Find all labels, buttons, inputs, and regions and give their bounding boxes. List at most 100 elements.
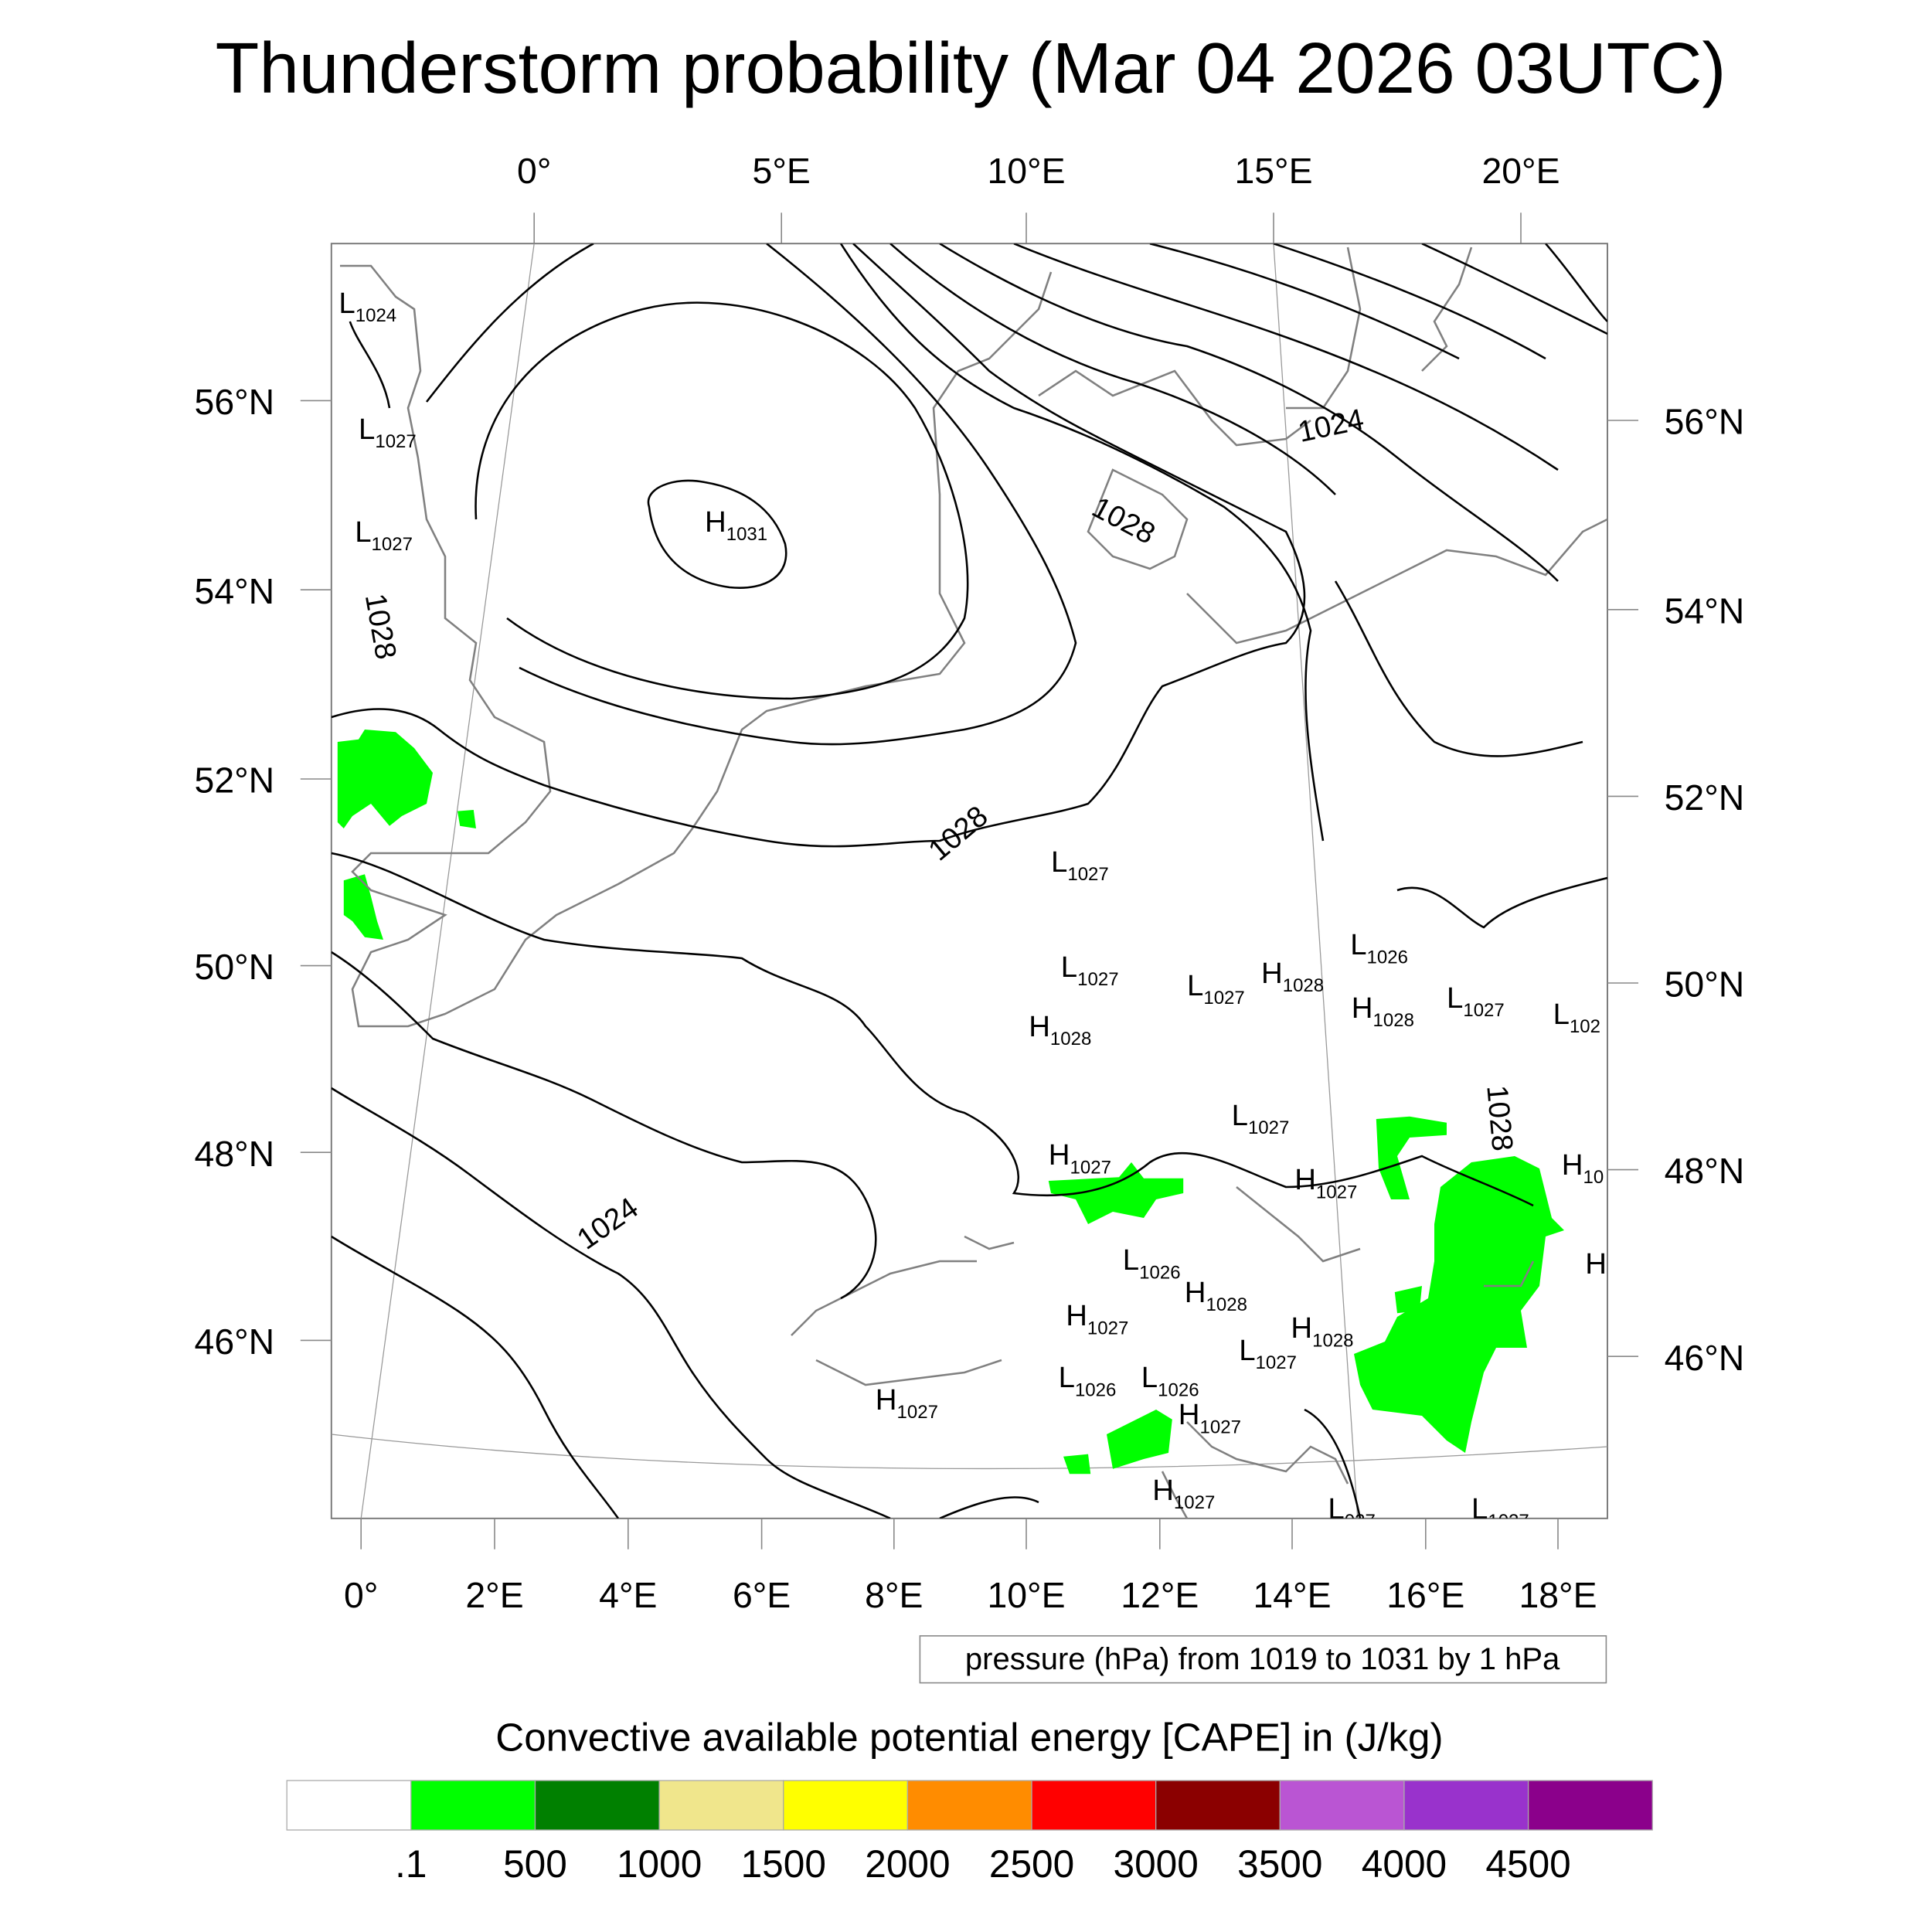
colorbar-swatch <box>1527 1780 1653 1831</box>
cape-areas <box>337 730 1564 1475</box>
isobar <box>1149 243 1460 360</box>
isobar <box>1334 580 1583 757</box>
cape-area <box>1048 1162 1184 1224</box>
pressure-center-label: L1027 <box>359 413 417 452</box>
colorbar-swatch <box>534 1780 660 1831</box>
pressure-center-label: L1027 <box>1239 1334 1297 1373</box>
contour-info-text: pressure (hPa) from 1019 to 1031 by 1 hP… <box>965 1642 1560 1676</box>
bottom-tick-label: 6°E <box>733 1575 791 1615</box>
colorbar-swatch <box>410 1780 536 1831</box>
colorbar-swatch <box>1403 1780 1529 1831</box>
left-lat-ticks: 56°N 54°N 52°N 50°N 48°N 46°N <box>195 382 332 1362</box>
bottom-lon-ticks: 0° 2°E 4°E 6°E 8°E 10°E 12°E 14°E 16°E 1… <box>344 1518 1597 1615</box>
bottom-tick-label: 10°E <box>987 1575 1065 1615</box>
colorbar-label: 500 <box>503 1842 567 1886</box>
isobar <box>647 479 787 589</box>
cape-area <box>1107 1410 1172 1469</box>
contour-info-box: pressure (hPa) from 1019 to 1031 by 1 hP… <box>919 1635 1607 1684</box>
colorbar-label: 4500 <box>1485 1842 1570 1886</box>
pressure-center-label: L1026 <box>1059 1361 1117 1400</box>
bottom-tick-label: 12°E <box>1121 1575 1199 1615</box>
isobars <box>331 243 1607 1519</box>
top-tick-label: 10°E <box>987 151 1065 191</box>
colorbar-swatch <box>658 1780 784 1831</box>
pressure-center-label: H1028 <box>1261 957 1324 996</box>
pressure-center-label: L1026 <box>1123 1243 1181 1283</box>
pressure-center-label: L1027 <box>1447 981 1505 1021</box>
pressure-center-label: L1027 <box>1051 845 1109 885</box>
top-lon-ticks: 0° 5°E 10°E 15°E 20°E <box>517 151 1560 244</box>
cape-area <box>1394 1286 1422 1314</box>
map-panel: 1024 1028 1028 1028 1024 1028 L1024L1027… <box>330 243 1608 1532</box>
pressure-center-label: H1028 <box>1185 1276 1247 1315</box>
right-tick-label: 52°N <box>1665 777 1745 818</box>
isobar <box>331 852 1534 1207</box>
pressure-center-label: H1027 <box>1294 1163 1357 1202</box>
colorbar-label: 2500 <box>989 1842 1074 1886</box>
isobar <box>939 243 1559 582</box>
left-tick-label: 48°N <box>195 1134 275 1174</box>
isobar <box>1421 243 1607 335</box>
bottom-tick-label: 4°E <box>599 1575 657 1615</box>
pressure-center-label: L1027 <box>1187 969 1245 1009</box>
left-tick-label: 50°N <box>195 947 275 987</box>
right-tick-label: 54°N <box>1665 590 1745 631</box>
pressure-center-label: L1027 <box>1061 951 1119 990</box>
isobar <box>331 243 1306 848</box>
cape-area <box>337 730 433 828</box>
pressure-center-label: L027 <box>1328 1492 1375 1532</box>
isobar <box>331 1087 891 1519</box>
colorbar-swatch <box>906 1780 1032 1831</box>
isobar <box>1545 243 1607 322</box>
pressure-center-label: L1027 <box>355 515 413 555</box>
pressure-center-label: H1027 <box>1179 1398 1241 1437</box>
top-tick-label: 5°E <box>753 151 811 191</box>
pressure-center-label: L1027 <box>1471 1492 1529 1532</box>
colorbar-label: 2000 <box>865 1842 950 1886</box>
right-tick-label: 56°N <box>1665 402 1745 442</box>
left-tick-label: 46°N <box>195 1321 275 1362</box>
left-tick-label: 54°N <box>195 571 275 611</box>
isobar <box>425 243 1077 746</box>
isobar <box>889 243 1336 495</box>
colorbar-label: 3000 <box>1114 1842 1199 1886</box>
colorbar-swatch <box>1155 1780 1281 1831</box>
colorbar-label: 4000 <box>1362 1842 1447 1886</box>
pressure-center-label: H1031 <box>705 505 767 545</box>
chart-title: Thunderstorm probability (Mar 04 2026 03… <box>216 28 1726 108</box>
isobar <box>331 951 877 1300</box>
colorbar-swatch <box>286 1780 412 1831</box>
top-tick-label: 15°E <box>1234 151 1312 191</box>
bottom-tick-label: 2°E <box>465 1575 523 1615</box>
pressure-center-label: H1027 <box>1152 1474 1215 1513</box>
contour-label: 1028 <box>1480 1083 1519 1152</box>
cape-area <box>343 874 383 940</box>
colorbar-label: 1000 <box>617 1842 702 1886</box>
right-tick-label: 46°N <box>1665 1338 1745 1378</box>
pressure-centers: L1024 L1027 L1027 H1031 L1027 L1026 L1027 L1027… <box>338 287 1607 1532</box>
pressure-center-label: H <box>1585 1247 1607 1281</box>
right-tick-label: 50°N <box>1665 964 1745 1005</box>
colorbar-title: Convective available potential energy [C… <box>495 1716 1443 1760</box>
pressure-center-label: L1027 <box>1232 1099 1290 1138</box>
colorbar-swatch <box>1279 1780 1405 1831</box>
pressure-center-label: H1028 <box>1352 992 1414 1031</box>
pressure-center-label: H1027 <box>1066 1299 1128 1338</box>
coastline <box>340 247 1607 1519</box>
cape-area <box>1354 1156 1564 1453</box>
pressure-center-label: H1027 <box>1049 1138 1111 1178</box>
right-tick-label: 48°N <box>1665 1151 1745 1191</box>
pressure-center-label: L1024 <box>338 287 396 326</box>
bottom-tick-label: 0° <box>344 1575 378 1615</box>
colorbar-label: 1500 <box>741 1842 826 1886</box>
colorbar: .1 500 1000 1500 2000 2500 3000 3500 4000 4500 <box>286 1780 1653 1886</box>
cape-area <box>457 810 476 828</box>
pressure-center-label: L1026 <box>1141 1361 1199 1400</box>
isobar <box>474 301 969 700</box>
isobar <box>1396 876 1607 929</box>
colorbar-swatch <box>783 1780 909 1831</box>
pressure-center-label: L1026 <box>1350 928 1408 968</box>
left-tick-label: 52°N <box>195 760 275 801</box>
cape-area <box>1063 1454 1091 1475</box>
